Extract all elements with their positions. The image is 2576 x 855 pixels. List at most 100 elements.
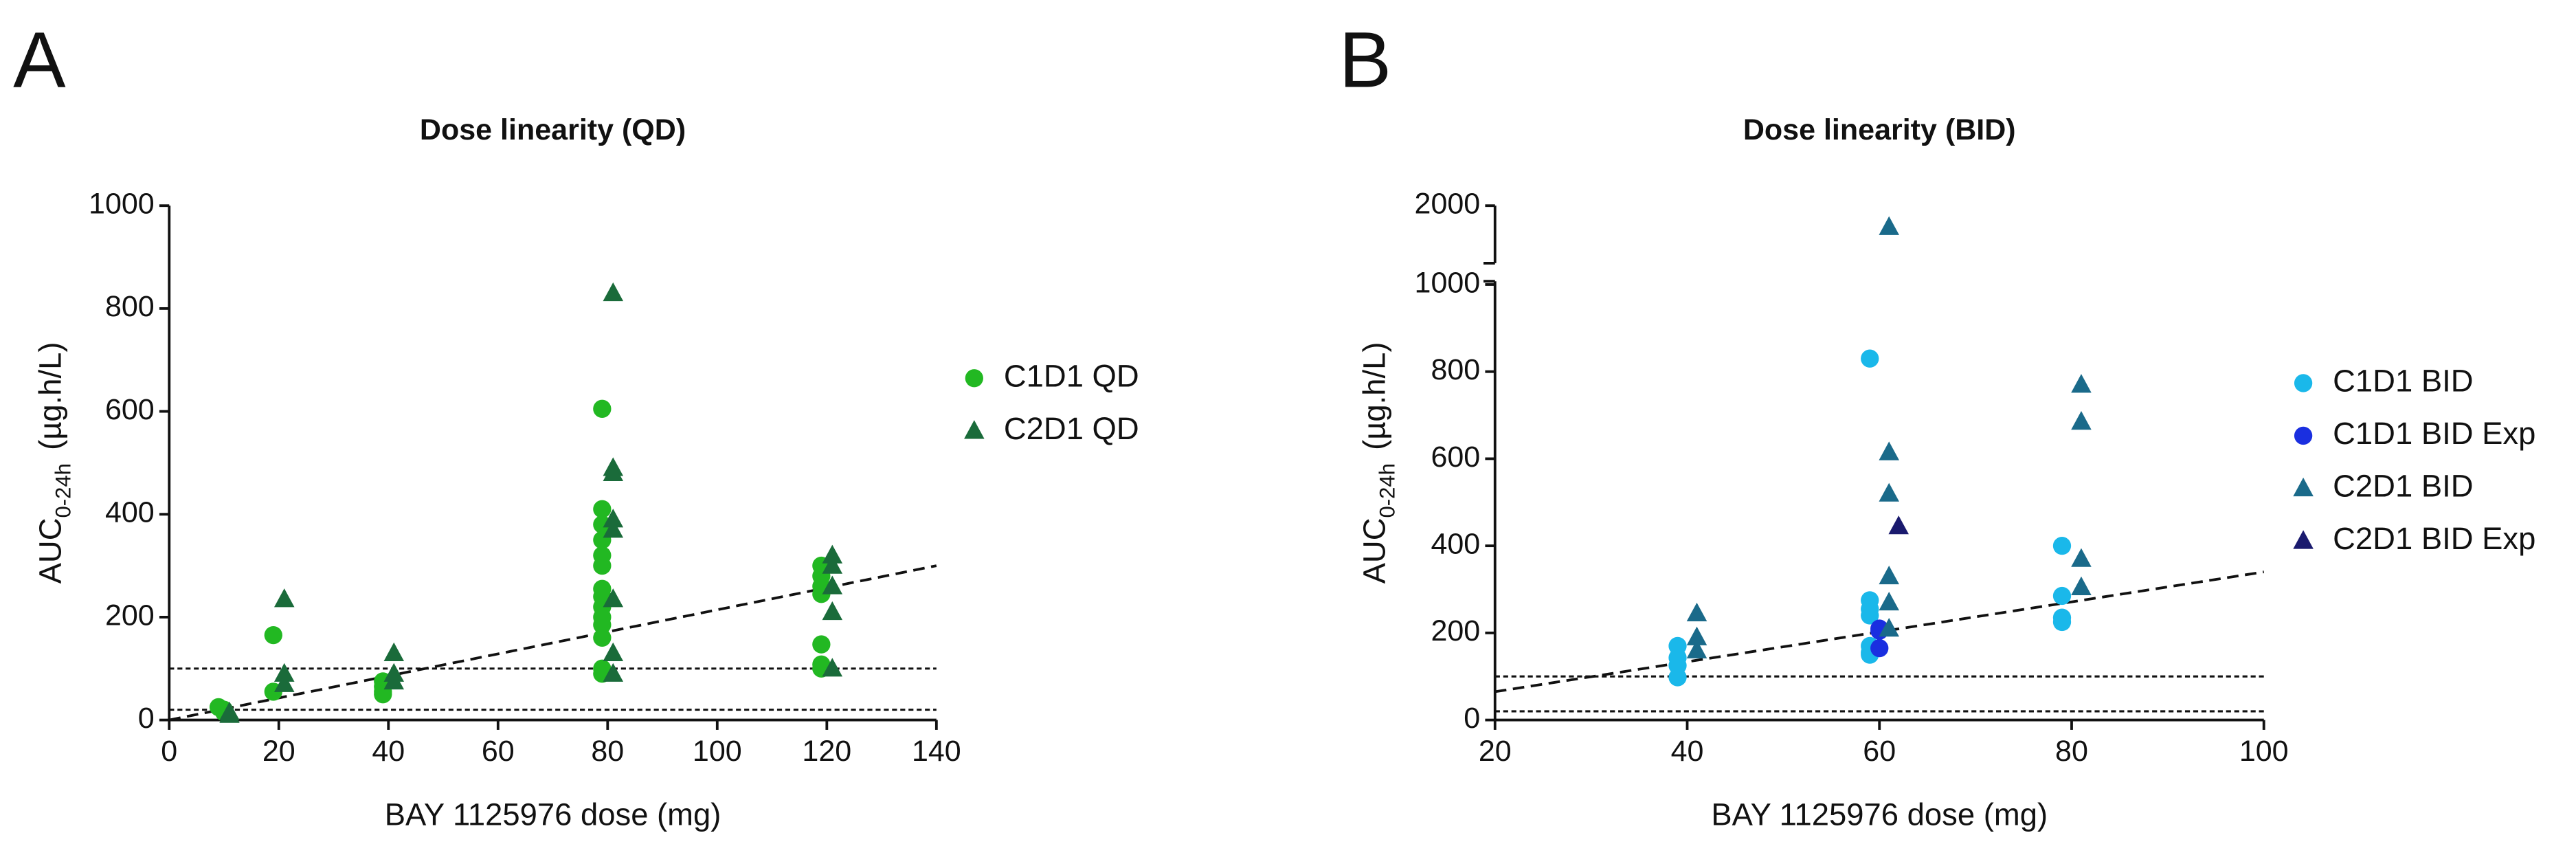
x-tick-label: 40 <box>1671 735 1704 768</box>
point <box>593 628 612 647</box>
point <box>374 685 392 704</box>
point <box>593 515 612 534</box>
point <box>593 399 612 418</box>
point <box>822 544 843 564</box>
point <box>1870 639 1889 658</box>
point <box>383 670 405 690</box>
point <box>603 588 624 608</box>
x-tick-label: 60 <box>482 735 515 768</box>
y-tick-label: 1000 <box>1415 266 1481 299</box>
legend-marker <box>2294 426 2313 445</box>
y-tick-label: 0 <box>138 702 155 735</box>
legend-marker <box>2294 374 2313 392</box>
point <box>273 588 295 608</box>
y-tick-label: 0 <box>1464 702 1480 735</box>
x-tick-label: 80 <box>591 735 624 768</box>
y-tick-label: 200 <box>105 599 155 632</box>
fit-line <box>168 564 937 722</box>
point <box>1686 639 1707 658</box>
point <box>2071 576 2092 595</box>
point <box>593 556 612 575</box>
y-axis-label-unit: (µg.h/L) <box>1357 342 1392 449</box>
legend-label: C2D1 QD <box>1004 411 1139 446</box>
legend-label: C1D1 BID Exp <box>2333 416 2535 451</box>
y-axis-label-sub: 0-24h <box>1375 463 1399 518</box>
x-tick-label: 120 <box>802 735 851 768</box>
legend-label: C2D1 BID <box>2333 468 2473 503</box>
chart-title: Dose linearity (QD) <box>420 113 686 146</box>
point <box>264 625 282 645</box>
panel-label: B <box>1339 16 1392 104</box>
point <box>273 663 295 682</box>
y-tick-label: 600 <box>105 393 155 426</box>
point <box>2052 612 2072 632</box>
legend-marker <box>2293 477 2314 497</box>
point <box>593 500 612 518</box>
legend-label: C2D1 BID Exp <box>2333 521 2535 556</box>
point <box>2071 548 2092 567</box>
point <box>1879 441 1899 460</box>
point <box>603 282 624 302</box>
point <box>822 575 843 595</box>
point <box>1879 591 1899 611</box>
point <box>603 462 624 482</box>
point <box>219 704 240 723</box>
y-axis-label: AUC0-24h (µg.h/L) <box>1357 342 1400 584</box>
legend-marker <box>2293 530 2314 549</box>
y-axis-label-unit: (µg.h/L) <box>33 342 68 449</box>
point <box>603 642 624 661</box>
point <box>822 658 843 677</box>
x-tick-label: 60 <box>1863 735 1896 768</box>
x-tick-label: 0 <box>161 735 177 768</box>
x-tick-label: 80 <box>2055 735 2088 768</box>
y-tick-label: 600 <box>1431 441 1480 474</box>
point <box>603 509 624 528</box>
point <box>603 663 624 682</box>
point <box>273 673 295 692</box>
point <box>2052 536 2072 555</box>
y-tick-label: 400 <box>1431 528 1480 561</box>
point <box>1861 606 1879 625</box>
point <box>822 555 843 574</box>
point <box>1879 617 1899 637</box>
point <box>2071 411 2092 430</box>
chart-title: Dose linearity (BID) <box>1743 113 2016 146</box>
x-axis-label: BAY 1125976 dose (mg) <box>385 797 721 832</box>
y-tick-label: 800 <box>105 290 155 323</box>
point <box>822 601 843 621</box>
y-axis-label-sub: 0-24h <box>51 463 75 518</box>
point <box>383 642 405 661</box>
x-tick-label: 140 <box>912 735 961 768</box>
y-tick-label: 200 <box>1431 614 1480 647</box>
legend-label: C1D1 BID <box>2333 363 2473 398</box>
x-tick-label: 40 <box>372 735 405 768</box>
point <box>593 615 612 634</box>
x-tick-label: 20 <box>1479 735 1512 768</box>
y-axis-label: AUC0-24h (µg.h/L) <box>33 342 76 584</box>
point <box>603 519 624 538</box>
y-tick-label: 800 <box>1431 353 1480 386</box>
point <box>1888 515 1909 535</box>
y-axis-label-main: AUC <box>1357 518 1392 584</box>
point <box>1861 349 1879 368</box>
y-tick-label: 2000 <box>1415 188 1481 221</box>
y-tick-label: 400 <box>105 496 155 529</box>
point <box>2052 586 2072 606</box>
panel-label: A <box>13 16 66 104</box>
legend-marker <box>965 369 983 388</box>
point <box>1686 626 1707 645</box>
y-tick-label: 1000 <box>89 188 155 221</box>
point <box>1879 565 1899 585</box>
point <box>1668 668 1687 687</box>
point <box>2071 374 2092 393</box>
point <box>1879 482 1899 502</box>
point <box>1686 602 1707 622</box>
x-axis-label: BAY 1125976 dose (mg) <box>1711 797 2048 832</box>
x-tick-label: 20 <box>262 735 295 768</box>
point <box>1879 216 1899 235</box>
x-tick-label: 100 <box>693 735 742 768</box>
legend-label: C1D1 QD <box>1004 358 1139 393</box>
y-axis-label-main: AUC <box>33 518 68 584</box>
x-tick-label: 100 <box>2239 735 2289 768</box>
